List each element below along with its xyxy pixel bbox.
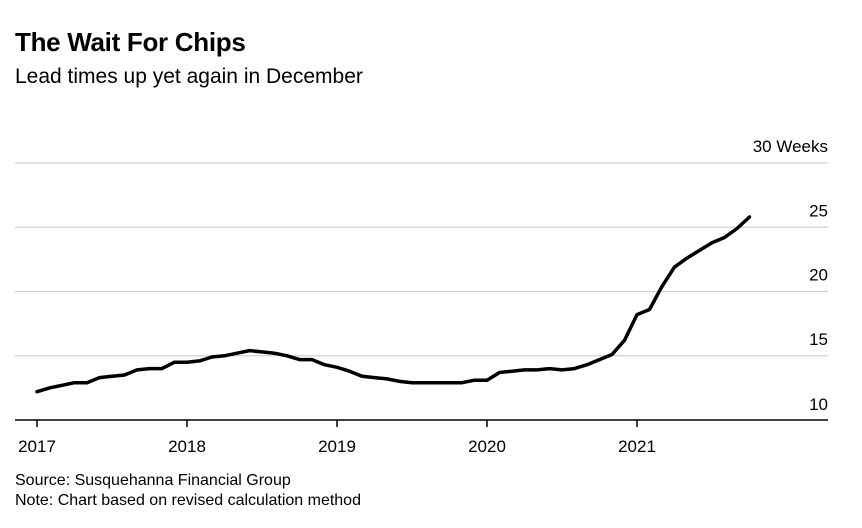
source-note: Source: Susquehanna Financial Group	[15, 472, 291, 489]
grid-layer	[15, 162, 828, 357]
x-tick-label-2019: 2019	[318, 437, 356, 456]
chart-title: The Wait For Chips	[15, 27, 246, 57]
series-layer	[35, 215, 752, 394]
x-axis: 2017 2018 2019 2020 2021	[15, 419, 828, 456]
y-tick-label-25: 25	[809, 201, 828, 220]
y-axis-labels: 10 15 20 25 30 Weeks	[753, 137, 828, 414]
y-tick-label-15: 15	[809, 330, 828, 349]
chart-subtitle: Lead times up yet again in December	[15, 65, 363, 88]
x-tick-label-2020: 2020	[468, 437, 506, 456]
y-tick-label-20: 20	[809, 266, 828, 285]
method-note: Note: Chart based on revised calculation…	[15, 492, 361, 509]
y-tick-label-10: 10	[809, 395, 828, 414]
x-tick-label-2018: 2018	[168, 437, 206, 456]
y-tick-label-30: 30 Weeks	[753, 137, 828, 156]
x-tick-label-2021: 2021	[618, 437, 656, 456]
series-line-0	[35, 215, 752, 394]
x-tick-label-2017: 2017	[18, 437, 56, 456]
